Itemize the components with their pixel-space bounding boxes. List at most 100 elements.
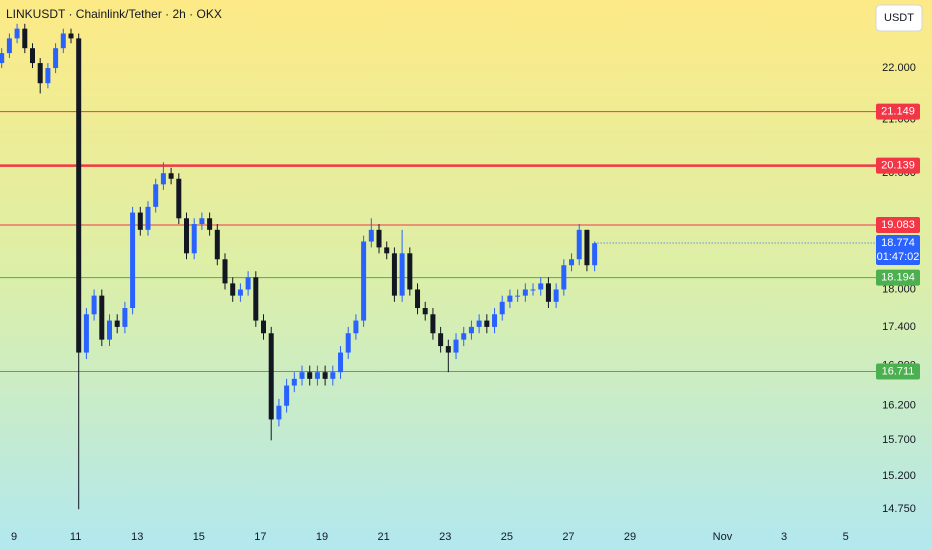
candle-body (453, 339, 459, 353)
x-tick-label: 15 (193, 531, 205, 543)
candle-body (553, 289, 559, 302)
level-label: 16.711 (882, 365, 915, 377)
level-label: 18.194 (881, 272, 915, 284)
x-tick-label: 27 (562, 531, 574, 543)
candle-body (207, 218, 213, 230)
candle-body (6, 38, 12, 54)
candle-body (222, 259, 228, 284)
candle-body (130, 212, 136, 309)
chart-title: LINKUSDT · Chainlink/Tether · 2h · OKX (6, 7, 222, 21)
candle-body (415, 289, 421, 309)
level-label: 21.149 (881, 106, 915, 118)
candle-body (168, 173, 174, 179)
candle-body (53, 48, 59, 69)
candle-body (99, 295, 105, 340)
candle-body (499, 301, 505, 315)
candle-body (592, 243, 598, 266)
x-tick-label: 21 (378, 531, 390, 543)
level-label: 20.139 (881, 160, 915, 172)
candle-body (307, 372, 313, 379)
candle-body (245, 277, 251, 290)
level-label-box (876, 217, 920, 234)
candle-body (214, 229, 220, 260)
x-tick-label: 3 (781, 531, 787, 543)
candle-body (237, 289, 243, 296)
last-price-label: 18.774 (881, 237, 915, 249)
x-tick-label: Nov (713, 531, 733, 543)
candle-body (476, 320, 482, 327)
currency-label[interactable]: USDT (884, 12, 914, 24)
countdown: 01:47:02 (877, 251, 920, 263)
candle-body (484, 320, 490, 327)
level-label-box (876, 363, 920, 380)
level-label-box (876, 157, 920, 174)
candle-body (353, 320, 359, 334)
candle-body (407, 253, 413, 290)
candle-body (330, 372, 336, 379)
candle-body (268, 333, 274, 420)
candle-body (37, 63, 43, 84)
candle-body (0, 53, 5, 64)
candle-body (368, 229, 374, 242)
candle-body (83, 314, 89, 353)
candle-body (399, 253, 405, 296)
candle-body (76, 38, 82, 353)
candle-body (584, 229, 590, 266)
candle-body (438, 333, 444, 347)
candle-body (22, 28, 28, 49)
x-tick-label: 19 (316, 531, 328, 543)
candle-body (114, 320, 120, 327)
candle-body (184, 218, 190, 254)
candle-body (314, 372, 320, 379)
y-tick-label: 14.750 (882, 503, 916, 515)
x-tick-label: 13 (131, 531, 143, 543)
x-tick-label: 9 (11, 531, 17, 543)
candle-body (122, 308, 128, 327)
candle-body (538, 283, 544, 290)
candle-body (561, 265, 567, 290)
candle-body (445, 346, 451, 353)
candle-body (14, 28, 20, 39)
level-label-box (876, 269, 920, 286)
y-tick-label: 15.200 (882, 470, 916, 482)
candle-body (29, 48, 35, 64)
candle-body (515, 295, 521, 297)
y-tick-label: 16.200 (882, 400, 916, 412)
candle-body (376, 229, 382, 248)
candle-body (338, 352, 344, 373)
y-tick-label: 15.700 (882, 434, 916, 446)
candle-body (322, 372, 328, 379)
candle-body (153, 184, 159, 207)
candle-body (91, 295, 97, 315)
candle-body (160, 173, 166, 185)
level-label-box (876, 103, 920, 120)
candle-body (253, 277, 259, 321)
candle-body (361, 241, 367, 321)
candle-body (261, 320, 267, 334)
level-label: 19.083 (881, 219, 915, 231)
candle-body (106, 320, 113, 340)
candle-body (191, 224, 197, 254)
x-tick-label: 29 (624, 531, 636, 543)
candle-body (291, 378, 297, 386)
x-tick-label: 17 (254, 531, 266, 543)
last-price-box (876, 235, 920, 266)
candle-body (199, 218, 205, 225)
candle-body (60, 33, 66, 49)
candle-body (545, 283, 551, 302)
candle-body (522, 289, 528, 296)
candle-body (45, 68, 51, 84)
candle-body (68, 33, 74, 39)
candle-body (145, 206, 151, 230)
candle-body (530, 289, 536, 291)
x-tick-label: 5 (843, 531, 849, 543)
candle-body (384, 247, 390, 254)
candle-body (569, 259, 575, 266)
candle-body (230, 283, 236, 296)
candle-body (468, 326, 474, 334)
candle-body (391, 253, 397, 296)
candle-body (284, 385, 290, 406)
currency-button[interactable] (875, 4, 923, 32)
candle-body (137, 212, 143, 230)
